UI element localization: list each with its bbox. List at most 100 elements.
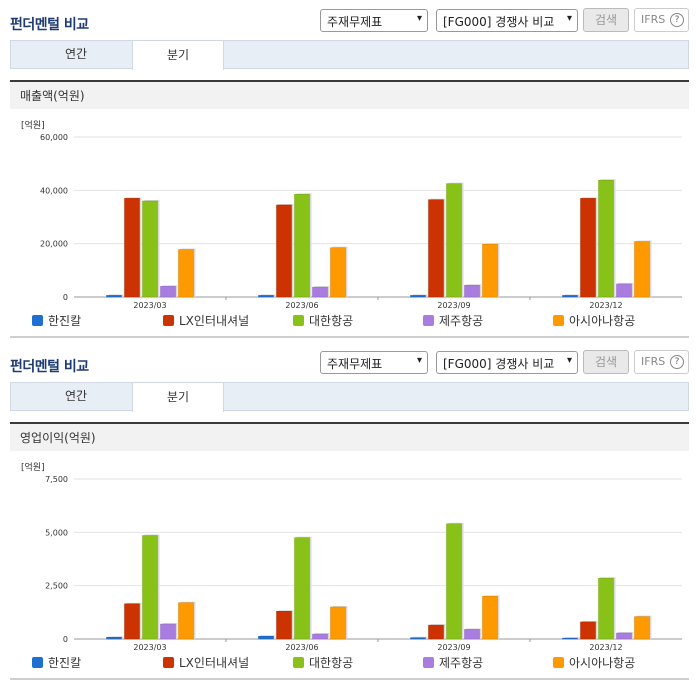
x-tick-label: 2023/09 <box>437 643 470 652</box>
bar[interactable] <box>446 523 462 640</box>
bar[interactable] <box>330 247 346 298</box>
bar[interactable] <box>124 603 140 640</box>
bar[interactable] <box>598 577 614 640</box>
y-tick-label: 5,000 <box>45 528 68 537</box>
bar[interactable] <box>482 243 498 298</box>
chevron-down-icon: ▾ <box>566 13 572 24</box>
bar[interactable] <box>160 623 176 640</box>
bar[interactable] <box>598 179 614 298</box>
legend-item[interactable]: LX인터내셔널 <box>163 656 249 670</box>
bar[interactable] <box>562 295 578 298</box>
bar[interactable] <box>410 295 426 298</box>
bar[interactable] <box>178 249 194 298</box>
fundamental-section-operating-profit: 펀더멘털 비교 주재무제표 ▾ [FG000] 경쟁사 비교 ▾ 검색 IFRS… <box>0 342 696 684</box>
bar[interactable] <box>294 194 310 298</box>
bar[interactable] <box>276 204 292 298</box>
bar[interactable] <box>482 596 498 640</box>
unit-label: [억원] <box>21 463 45 473</box>
bar[interactable] <box>258 635 274 640</box>
fundamental-section-sales: 펀더멘털 비교 주재무제표 ▾ [FG000] 경쟁사 비교 ▾ 검색 IFRS… <box>0 0 696 338</box>
bar[interactable] <box>428 624 444 640</box>
tab-annual[interactable]: 연간 <box>64 389 88 403</box>
bar[interactable] <box>410 637 426 640</box>
bar[interactable] <box>312 633 328 640</box>
section-header: 펀더멘털 비교 주재무제표 ▾ [FG000] 경쟁사 비교 ▾ 검색 IFRS… <box>0 0 696 40</box>
bar[interactable] <box>142 535 158 640</box>
chevron-down-icon: ▾ <box>416 13 422 24</box>
bar[interactable] <box>312 286 328 298</box>
section-title: 펀더멘털 비교 <box>10 17 89 33</box>
chevron-down-icon: ▾ <box>566 355 572 366</box>
legend-label: 대한항공 <box>309 656 354 670</box>
bar[interactable] <box>124 198 140 298</box>
x-tick-label: 2023/03 <box>133 643 166 652</box>
compare-select[interactable]: [FG000] 경쟁사 비교 ▾ <box>436 9 578 32</box>
legend-item[interactable]: 대한항공 <box>293 314 353 328</box>
chart-legend: 한진칼 LX인터내셔널 대한항공 제주항공 아시아나항공 <box>32 314 692 330</box>
bar[interactable] <box>616 632 632 640</box>
compare-select-value: [FG000] 경쟁사 비교 <box>443 15 555 29</box>
legend-item[interactable]: 아시아나항공 <box>553 656 635 670</box>
bar[interactable] <box>276 611 292 640</box>
search-button[interactable]: 검색 <box>583 8 629 32</box>
statement-select-value: 주재무제표 <box>327 357 383 371</box>
ifrs-button[interactable]: IFRS ? <box>634 350 689 374</box>
bar[interactable] <box>428 199 444 298</box>
section-title: 펀더멘털 비교 <box>10 359 89 375</box>
ifrs-button[interactable]: IFRS ? <box>634 8 689 32</box>
legend-swatch <box>293 657 304 668</box>
bar[interactable] <box>562 637 578 640</box>
legend-swatch <box>423 315 434 326</box>
bar[interactable] <box>464 285 480 298</box>
bar[interactable] <box>160 286 176 298</box>
legend-item[interactable]: 한진칼 <box>32 656 81 670</box>
x-tick-label: 2023/06 <box>285 643 318 652</box>
bar[interactable] <box>142 200 158 298</box>
legend-item[interactable]: 제주항공 <box>423 314 483 328</box>
tab-annual[interactable]: 연간 <box>64 47 88 61</box>
y-tick-label: 40,000 <box>40 186 68 195</box>
bar[interactable] <box>616 283 632 298</box>
legend-item[interactable]: 대한항공 <box>293 656 353 670</box>
bar[interactable] <box>580 621 596 640</box>
y-tick-label: 0 <box>63 293 68 302</box>
legend-item[interactable]: 제주항공 <box>423 656 483 670</box>
statement-select[interactable]: 주재무제표 ▾ <box>320 351 428 374</box>
bar[interactable] <box>446 183 462 298</box>
legend-item[interactable]: LX인터내셔널 <box>163 314 249 328</box>
y-tick-label: 7,500 <box>45 475 68 484</box>
bar[interactable] <box>580 198 596 298</box>
bar[interactable] <box>258 295 274 298</box>
y-tick-label: 60,000 <box>40 133 68 142</box>
bar[interactable] <box>106 637 122 640</box>
search-button[interactable]: 검색 <box>583 350 629 374</box>
compare-select[interactable]: [FG000] 경쟁사 비교 ▾ <box>436 351 578 374</box>
legend-swatch <box>293 315 304 326</box>
bar[interactable] <box>330 606 346 640</box>
sales-bar-chart: 0 20,000 40,000 60,000 2023/03 2023/06 2023/09… <box>40 133 682 310</box>
tab-quarterly[interactable]: 분기 <box>132 40 224 70</box>
legend-swatch <box>553 315 564 326</box>
bar[interactable] <box>106 295 122 298</box>
bar[interactable] <box>178 602 194 640</box>
statement-select-value: 주재무제표 <box>327 15 383 29</box>
legend-item[interactable]: 아시아나항공 <box>553 314 635 328</box>
legend-label: LX인터내셔널 <box>179 314 250 328</box>
tab-quarterly[interactable]: 분기 <box>132 382 224 412</box>
legend-item[interactable]: 한진칼 <box>32 314 81 328</box>
bar[interactable] <box>294 537 310 640</box>
legend-label: 제주항공 <box>439 656 484 670</box>
chevron-down-icon: ▾ <box>416 355 422 366</box>
bar[interactable] <box>634 241 650 298</box>
chart-header: 영업이익(억원) <box>10 422 689 451</box>
bar[interactable] <box>464 629 480 640</box>
question-circle-icon: ? <box>670 355 684 369</box>
legend-swatch <box>32 315 43 326</box>
ifrs-label: IFRS <box>641 355 666 368</box>
statement-select[interactable]: 주재무제표 ▾ <box>320 9 428 32</box>
section-header: 펀더멘털 비교 주재무제표 ▾ [FG000] 경쟁사 비교 ▾ 검색 IFRS… <box>0 342 696 382</box>
y-tick-label: 0 <box>63 635 68 644</box>
operating-profit-chart-box: 영업이익(억원) [억원] 0 2,500 5,000 7,500 2023/03 202… <box>10 422 689 680</box>
bar[interactable] <box>634 616 650 640</box>
question-circle-icon: ? <box>670 13 684 27</box>
